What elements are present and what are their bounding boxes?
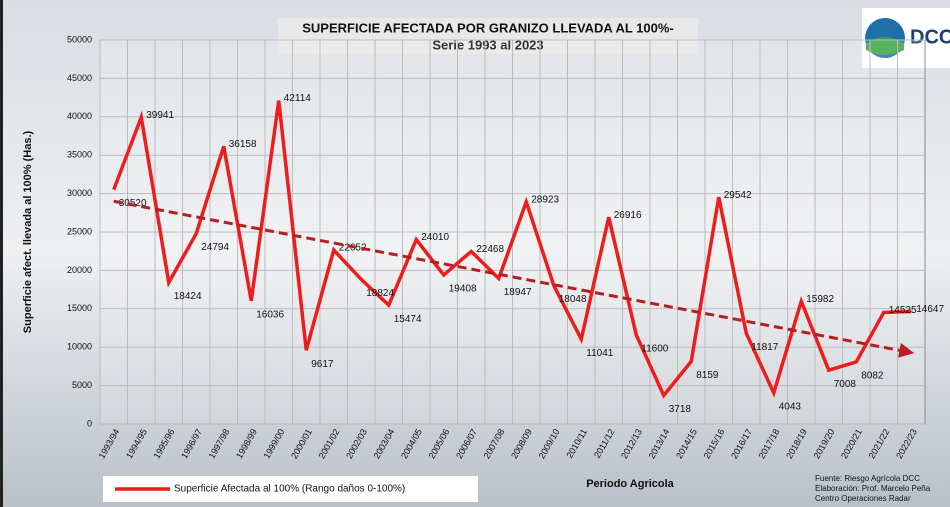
frame-edge [0,0,3,507]
y-axis-label: Superficie afect. llevada al 100% (Has.) [22,130,34,333]
data-label: 11600 [641,344,669,355]
y-tick-label: 15000 [67,303,92,313]
data-label: 14647 [916,304,944,315]
data-label: 11817 [751,342,779,353]
data-label: 8159 [696,370,719,381]
data-label: 4043 [779,402,802,413]
data-label: 36158 [229,139,257,150]
x-axis-label: Periodo Agricola [586,478,674,490]
data-label: 28923 [531,195,559,206]
y-tick-label: 45000 [67,73,92,83]
data-label: 16036 [256,309,284,320]
data-label: 7008 [834,379,857,390]
y-tick-label: 40000 [67,111,92,121]
data-label: 42114 [284,93,312,104]
data-label: 26916 [614,210,642,221]
data-label: 24794 [201,242,229,253]
data-label: 15474 [394,314,422,325]
data-label: 18947 [504,287,532,298]
chart-title: SUPERFICIE AFECTADA POR GRANIZO LLEVADA … [302,20,674,35]
y-tick-label: 25000 [67,226,92,236]
data-label: 8082 [861,371,884,382]
y-tick-label: 50000 [67,34,92,44]
source-note: Elaboración: Prof. Marcelo Peña [815,484,931,493]
source-note: Centro Operaciones Radar [815,494,911,503]
source-note: Fuente: Riesgo Agrícola DCC [815,474,920,483]
y-tick-label: 35000 [67,150,92,160]
y-tick-label: 5000 [72,380,92,390]
y-tick-label: 20000 [67,265,92,275]
y-tick-label: 0 [87,418,92,428]
data-label: 19408 [449,284,477,295]
data-label: 18048 [559,294,587,305]
data-label: 15982 [806,294,834,305]
chart: SUPERFICIE AFECTADA POR GRANIZO LLEVADA … [0,0,950,507]
legend-label: Superficie Afectada al 100% (Rango daños… [174,484,405,495]
data-label: 18424 [174,291,202,302]
data-label: 14525 [889,305,917,316]
data-label: 39941 [146,110,174,121]
y-tick-label: 30000 [67,188,92,198]
data-label: 3718 [669,404,692,415]
data-label: 24010 [421,232,449,243]
y-tick-label: 10000 [67,342,92,352]
data-label: 29542 [724,190,752,201]
data-label: 18824 [366,288,394,299]
data-label: 22468 [476,244,504,255]
data-label: 11041 [586,348,614,359]
data-label: 9617 [311,359,334,370]
